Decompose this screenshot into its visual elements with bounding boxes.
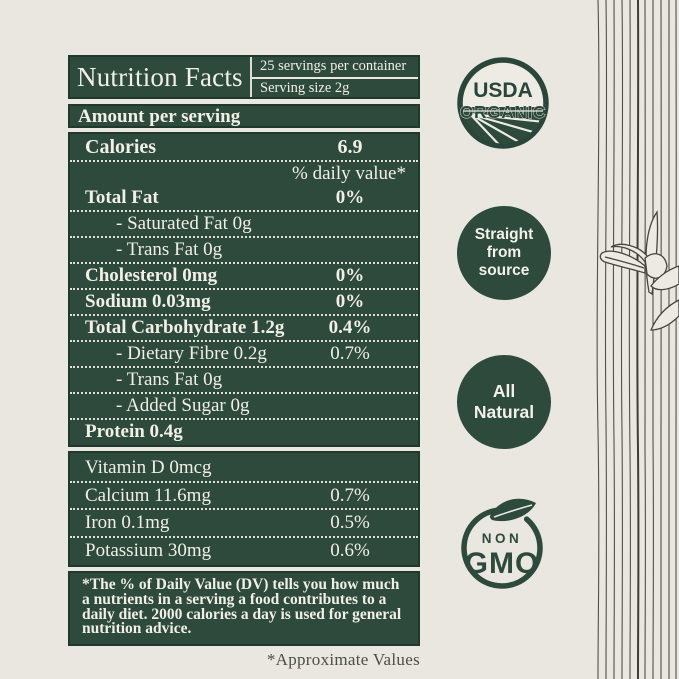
leaf-icon: [489, 498, 536, 522]
nutrient-row: - Dietary Fibre 0.2g 0.7%: [70, 340, 418, 366]
amount-per-serving-bar: Amount per serving: [68, 104, 420, 128]
badge-line: All: [492, 381, 516, 401]
nutrient-name: - Dietary Fibre 0.2g: [116, 343, 267, 364]
nutrient-value: 0.7%: [330, 484, 370, 506]
nutrient-row: Total Carbohydrate 1.2g 0.4%: [70, 314, 418, 340]
straight-from-source-badge: Straight from source: [457, 206, 551, 300]
nutrient-name: Total Fat: [85, 187, 159, 208]
nutrient-value: 0.7%: [330, 343, 370, 364]
nutrient-name: Calcium 11.6mg: [85, 484, 211, 506]
daily-value-footnote: *The % of Daily Value (DV) tells you how…: [68, 571, 420, 647]
nutrient-value: 0.4%: [328, 317, 372, 338]
all-natural-badge: All Natural: [457, 355, 551, 449]
bird-illustration: [599, 210, 679, 331]
nutrient-row: Iron 0.1mg 0.5%: [70, 508, 418, 536]
nutrient-value: 0%: [335, 187, 365, 208]
main-nutrients-table: Calories 6.9 % daily value* Total Fat 0%…: [68, 132, 420, 447]
nutrient-row: Protein 0.4g: [70, 418, 418, 444]
nutrient-value: 0.6%: [330, 539, 370, 561]
non-gmo-badge: NON GMO: [461, 498, 543, 589]
nutrient-row: Sodium 0.03mg 0%: [70, 288, 418, 314]
organic-text: ORGANIC: [460, 102, 546, 122]
nutrient-name: Sodium 0.03mg: [85, 291, 211, 312]
nutrient-name: - Added Sugar 0g: [116, 395, 250, 416]
servings-per-container: 25 servings per container: [252, 56, 418, 79]
nutrient-row: - Trans Fat 0g: [70, 236, 418, 262]
calories-value: 6.9: [337, 136, 363, 158]
field-furrows-icon: [469, 112, 544, 144]
gmo-text: GMO: [465, 547, 540, 580]
nutrient-row: Potassium 30mg 0.6%: [70, 535, 418, 564]
calories-label: Calories: [85, 136, 157, 158]
nutrient-row: Vitamin D 0mcg: [70, 455, 418, 481]
daily-value-header: % daily value*: [70, 160, 418, 186]
nutrient-row: Cholesterol 0mg 0%: [70, 262, 418, 288]
usda-organic-badge: USDA ORGANIC: [457, 57, 549, 149]
nutrition-label: Nutrition Facts 25 servings per containe…: [68, 55, 420, 670]
nutrient-name: Iron 0.1mg: [85, 512, 170, 533]
nutrient-row: Total Fat 0%: [70, 186, 418, 210]
micronutrients-table: Vitamin D 0mcg Calcium 11.6mg 0.7% Iron …: [68, 451, 420, 567]
badge-line: source: [478, 262, 530, 279]
nutrient-row: - Added Sugar 0g: [70, 392, 418, 418]
nutrient-name: Total Carbohydrate 1.2g: [85, 317, 285, 338]
nutrient-name: - Saturated Fat 0g: [116, 213, 252, 234]
calories-row: Calories 6.9: [70, 135, 418, 160]
approximate-values-note: *Approximate Values: [266, 650, 420, 670]
non-text: NON: [482, 531, 523, 546]
label-title: Nutrition Facts: [70, 57, 252, 97]
usda-text: USDA: [473, 79, 533, 102]
nutrient-name: Potassium 30mg: [85, 539, 212, 561]
label-header: Nutrition Facts 25 servings per containe…: [68, 55, 420, 99]
nutrient-value: 0%: [335, 265, 365, 286]
badge-line: Natural: [473, 402, 535, 422]
badge-line: from: [486, 244, 522, 261]
nutrient-name: - Trans Fat 0g: [116, 369, 223, 390]
nutrient-name: Protein 0.4g: [85, 421, 183, 442]
reeds-illustration: [596, 0, 679, 679]
nutrient-row: - Trans Fat 0g: [70, 366, 418, 392]
nutrient-value: 0.5%: [330, 512, 370, 533]
nutrient-name: - Trans Fat 0g: [116, 239, 223, 260]
nutrient-name: Vitamin D 0mcg: [85, 457, 212, 478]
nutrient-row: Calcium 11.6mg 0.7%: [70, 480, 418, 509]
serving-size: Serving size 2g: [260, 79, 350, 96]
badge-line: Straight: [474, 226, 534, 243]
serving-info: 25 servings per container Serving size 2…: [252, 57, 418, 97]
nutrient-name: Cholesterol 0mg: [85, 265, 218, 286]
nutrient-value: 0%: [335, 291, 365, 312]
nutrient-row: - Saturated Fat 0g: [70, 210, 418, 236]
